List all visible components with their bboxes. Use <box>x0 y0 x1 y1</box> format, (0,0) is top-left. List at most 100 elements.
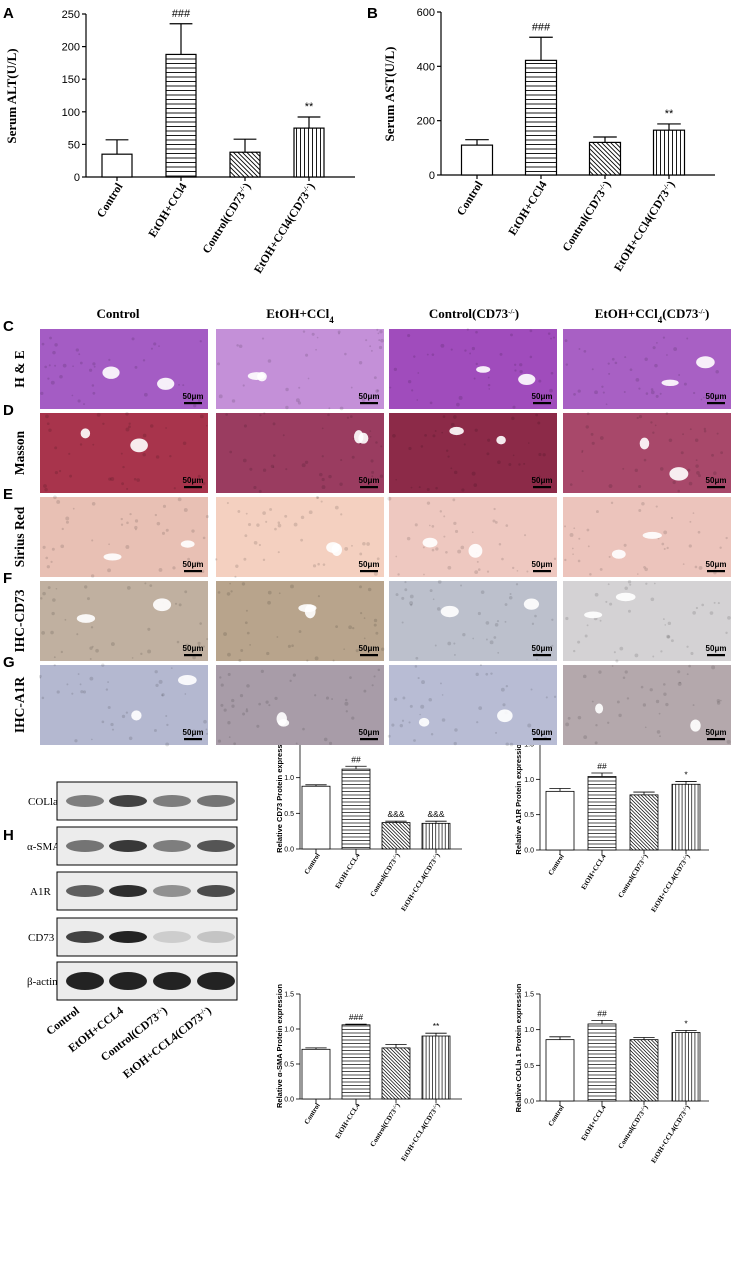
significance-marker: ** <box>305 101 314 113</box>
bar <box>101 153 133 178</box>
category-label: Control(CD73-/-) <box>369 1101 402 1148</box>
panel-letter-e: E <box>3 486 13 503</box>
bar <box>588 141 622 176</box>
histology-micrograph: 50μm <box>40 329 208 409</box>
bar <box>421 822 451 850</box>
scale-bar-label: 50μm <box>183 560 204 569</box>
histology-micrograph: 50μm <box>216 328 384 411</box>
category-label: Control(CD73-/-) <box>369 851 402 898</box>
histology-micrograph: 50μm <box>563 329 731 409</box>
scale-bar <box>533 654 551 657</box>
category-label: Control <box>547 853 566 877</box>
bar <box>545 1039 575 1102</box>
scale-bar-label: 50μm <box>359 644 380 653</box>
scale-bar-label: 50μm <box>706 728 727 737</box>
blot-band <box>66 885 104 897</box>
histology-micrograph: 50μm <box>39 663 209 747</box>
histology-column-header: Control <box>96 306 139 321</box>
bar <box>629 794 659 851</box>
panel-letter-a: A <box>3 5 14 22</box>
y-tick-label: 600 <box>417 7 435 19</box>
bar <box>381 822 411 850</box>
blot-band-label: A1R <box>30 886 51 898</box>
scale-bar <box>707 570 725 573</box>
y-tick-label: 400 <box>417 61 435 73</box>
y-tick-label: 1.0 <box>524 777 534 784</box>
blot-band <box>197 840 235 852</box>
y-tick-label: 0 <box>429 170 435 182</box>
bar <box>587 1023 617 1102</box>
y-tick-label: 200 <box>417 116 435 128</box>
blot-band <box>66 931 104 943</box>
blot-band <box>197 972 235 990</box>
blot-band <box>66 972 104 990</box>
y-tick-label: 1.5 <box>524 992 534 999</box>
category-label: Control(CD73-/-) <box>200 181 254 256</box>
significance-marker: ### <box>172 8 191 20</box>
significance-marker: ** <box>433 1021 440 1031</box>
category-label: EtOH+CCL4 <box>334 851 362 890</box>
blot-band-label: CD73 <box>28 932 55 944</box>
bar <box>587 776 617 851</box>
scale-bar <box>184 402 202 405</box>
y-tick-label: 0.0 <box>524 1099 534 1106</box>
histology-micrograph: 50μm <box>563 497 731 577</box>
scale-bar <box>533 570 551 573</box>
category-label: EtOH+CCL4 <box>334 1101 362 1140</box>
y-axis-label: Relative CD73 Protein expression <box>275 733 284 853</box>
scale-bar-label: 50μm <box>532 476 553 485</box>
scale-bar <box>184 738 202 741</box>
scale-bar <box>533 402 551 405</box>
category-label: EtOH+CCL4 <box>580 852 608 891</box>
histology-column-header: EtOH+CCl4(CD73-/-) <box>595 306 710 325</box>
scale-bar-label: 50μm <box>183 728 204 737</box>
bar <box>421 1035 451 1100</box>
blot-band <box>109 795 147 807</box>
bar <box>671 783 701 851</box>
significance-marker: * <box>684 1018 688 1028</box>
significance-marker: &&& <box>427 809 444 819</box>
bar <box>545 790 575 851</box>
histology-micrograph: 50μm <box>563 580 731 663</box>
y-tick-label: 0.0 <box>284 1097 294 1104</box>
scale-bar <box>533 738 551 741</box>
histology-micrograph: 50μm <box>216 412 384 493</box>
category-label: Control(CD73-/-) <box>560 179 614 254</box>
bar <box>301 785 331 850</box>
y-tick-label: 0.0 <box>524 848 534 855</box>
scale-bar-label: 50μm <box>532 728 553 737</box>
histology-micrograph: 50μm <box>216 665 384 746</box>
category-label: EtOH+CCL4(CD73-/-) <box>400 851 442 912</box>
histology-micrograph: 50μm <box>389 580 557 661</box>
panel-letter-c: C <box>3 318 14 335</box>
scale-bar-label: 50μm <box>183 644 204 653</box>
chart-a: 0 50 100 150 200 250 Serum ALT(U/L) Control ### E… <box>4 8 355 276</box>
y-tick-label: 0.5 <box>524 1063 534 1070</box>
histology-row-label: IHC-CD73 <box>12 589 27 652</box>
significance-marker: ## <box>351 754 361 764</box>
y-tick-label: 100 <box>62 107 80 119</box>
scale-bar-label: 50μm <box>532 392 553 401</box>
significance-marker: ### <box>349 1012 363 1022</box>
blot-band <box>109 840 147 852</box>
significance-marker: &&& <box>387 809 404 819</box>
scale-bar <box>360 738 378 741</box>
category-label: EtOH+CCL4(CD73-/-) <box>650 1103 692 1164</box>
panel-letter-f: F <box>3 570 12 587</box>
blot-band <box>153 931 191 943</box>
scale-bar <box>707 486 725 489</box>
y-tick-label: 0.0 <box>284 847 294 854</box>
category-label: EtOH+CCl4(CD73-/-) <box>611 179 677 274</box>
scale-bar <box>707 738 725 741</box>
scale-bar <box>184 654 202 657</box>
category-label: Control <box>303 852 322 876</box>
bar <box>341 1024 371 1100</box>
histology-micrograph: 50μm <box>40 495 209 578</box>
panel-letter-g: G <box>3 654 15 671</box>
scale-bar <box>707 402 725 405</box>
significance-marker: ## <box>597 1008 607 1018</box>
scale-bar <box>360 570 378 573</box>
scale-bar-label: 50μm <box>359 392 380 401</box>
histology-row-label: Sirius Red <box>12 506 27 567</box>
category-label: Control <box>547 1104 566 1128</box>
